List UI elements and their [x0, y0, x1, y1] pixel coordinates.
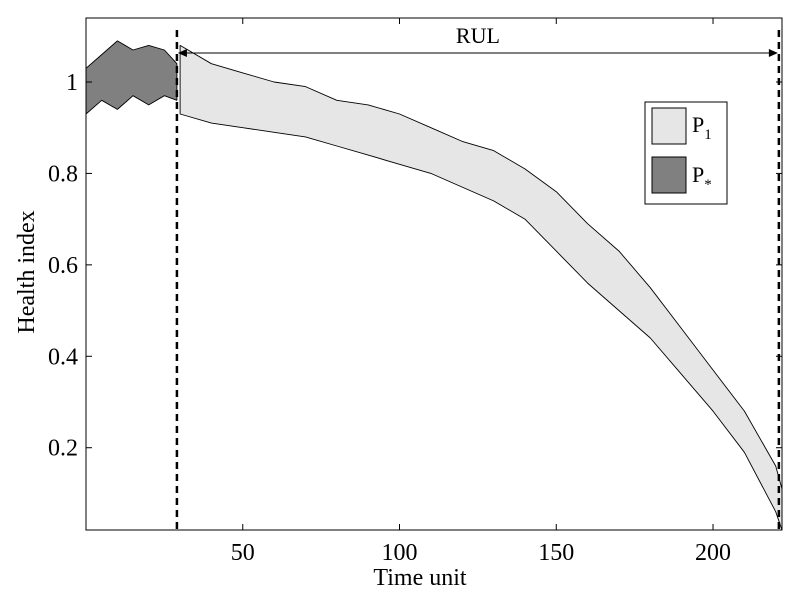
x-tick-label: 200 [695, 540, 731, 566]
x-tick-label: 150 [538, 540, 574, 566]
rul-label: RUL [456, 23, 500, 48]
y-tick-label: 0.6 [48, 253, 78, 279]
y-tick-label: 1 [66, 70, 78, 96]
rul-arrowhead-left [177, 49, 187, 57]
y-axis-label: Health index [14, 210, 40, 333]
y-tick-label: 0.8 [48, 161, 78, 187]
x-tick-label: 50 [231, 540, 255, 566]
x-tick-label: 100 [382, 540, 418, 566]
rul-arrowhead-right [768, 49, 778, 57]
plot-frame [85, 17, 783, 531]
y-tick-label: 0.2 [48, 436, 78, 462]
y-tick-label: 0.4 [48, 344, 78, 370]
legend: P1 P* [644, 101, 728, 205]
legend-swatch-p1 [651, 107, 687, 145]
x-axis-label: Time unit [373, 565, 466, 591]
markers-layer: RUL [175, 23, 781, 530]
legend-label-pstar: P* [692, 162, 712, 193]
legend-swatch-pstar [651, 156, 687, 194]
legend-label-p1: P1 [692, 112, 712, 143]
ticks-layer: 50 100 150 200 0.2 0.4 0.6 0.8 1 [48, 18, 782, 566]
band-series-2 [85, 40, 178, 115]
